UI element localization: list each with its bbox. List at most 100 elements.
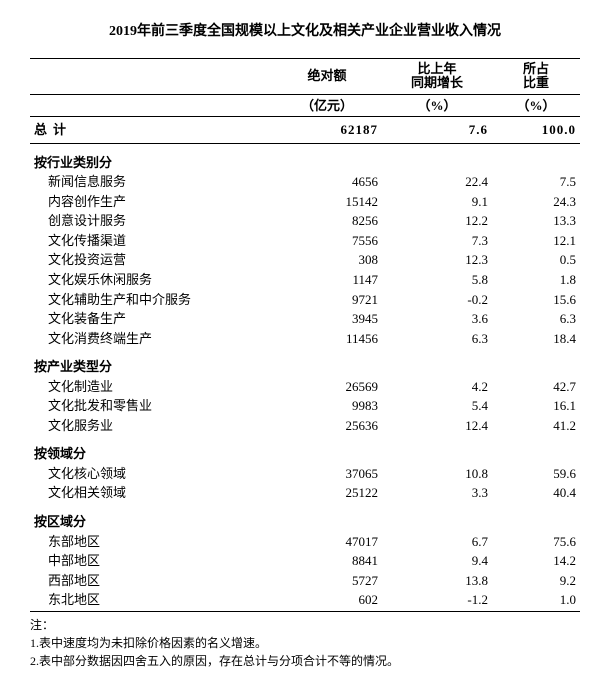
row-v2: 9.1 [382, 192, 492, 212]
table-row: 文化消费终端生产114566.318.4 [30, 329, 580, 349]
row-v3: 1.8 [492, 270, 580, 290]
section-name: 按行业类别分 [30, 143, 580, 172]
row-v3: 7.5 [492, 172, 580, 192]
row-v1: 25122 [272, 483, 382, 503]
section-name: 按产业类型分 [30, 348, 580, 377]
section-header: 按行业类别分 [30, 143, 580, 172]
row-v1: 9721 [272, 290, 382, 310]
row-v2: 12.2 [382, 211, 492, 231]
row-v1: 8841 [272, 551, 382, 571]
row-v2: 22.4 [382, 172, 492, 192]
row-v1: 5727 [272, 571, 382, 591]
section-header: 按领域分 [30, 435, 580, 464]
row-v1: 47017 [272, 532, 382, 552]
row-label: 文化服务业 [30, 416, 272, 436]
table-row: 文化相关领域251223.340.4 [30, 483, 580, 503]
row-v1: 9983 [272, 396, 382, 416]
table-row: 文化制造业265694.242.7 [30, 377, 580, 397]
row-v3: 14.2 [492, 551, 580, 571]
row-v2: -1.2 [382, 590, 492, 611]
total-row: 总计 62187 7.6 100.0 [30, 117, 580, 144]
table-header: 绝对额 比上年同期增长 所占比重 （亿元） （%） （%） [30, 59, 580, 117]
row-v2: 10.8 [382, 464, 492, 484]
row-label: 西部地区 [30, 571, 272, 591]
row-label: 中部地区 [30, 551, 272, 571]
row-v3: 18.4 [492, 329, 580, 349]
row-v3: 1.0 [492, 590, 580, 611]
table-row: 文化服务业2563612.441.2 [30, 416, 580, 436]
row-v1: 26569 [272, 377, 382, 397]
total-label: 总计 [30, 117, 272, 144]
header-growth: 比上年同期增长 [382, 59, 492, 95]
row-v2: 12.4 [382, 416, 492, 436]
header-share: 所占比重 [492, 59, 580, 95]
row-label: 文化传播渠道 [30, 231, 272, 251]
row-v3: 75.6 [492, 532, 580, 552]
row-v3: 24.3 [492, 192, 580, 212]
row-v3: 16.1 [492, 396, 580, 416]
table-row: 东部地区470176.775.6 [30, 532, 580, 552]
row-label: 文化娱乐休闲服务 [30, 270, 272, 290]
row-v1: 1147 [272, 270, 382, 290]
header-absolute: 绝对额 [272, 59, 382, 95]
section-header: 按区域分 [30, 503, 580, 532]
row-v2: 5.8 [382, 270, 492, 290]
row-v2: 7.3 [382, 231, 492, 251]
row-v3: 13.3 [492, 211, 580, 231]
page-title: 2019年前三季度全国规模以上文化及相关产业企业营业收入情况 [30, 20, 580, 40]
subheader-unit-yi: （亿元） [272, 94, 382, 117]
row-v1: 11456 [272, 329, 382, 349]
footnote-1: 1.表中速度均为未扣除价格因素的名义增速。 [30, 634, 580, 652]
table-row: 内容创作生产151429.124.3 [30, 192, 580, 212]
row-label: 文化装备生产 [30, 309, 272, 329]
total-v1: 62187 [272, 117, 382, 144]
row-label: 东北地区 [30, 590, 272, 611]
row-v3: 40.4 [492, 483, 580, 503]
row-v3: 12.1 [492, 231, 580, 251]
row-v2: 13.8 [382, 571, 492, 591]
table-row: 文化装备生产39453.66.3 [30, 309, 580, 329]
footnote-2: 2.表中部分数据因四舍五入的原因，存在总计与分项合计不等的情况。 [30, 652, 580, 670]
row-v2: 5.4 [382, 396, 492, 416]
row-label: 东部地区 [30, 532, 272, 552]
total-v3: 100.0 [492, 117, 580, 144]
subheader-blank [30, 94, 272, 117]
subheader-unit-pct1: （%） [382, 94, 492, 117]
table-row: 创意设计服务825612.213.3 [30, 211, 580, 231]
row-v1: 37065 [272, 464, 382, 484]
table-row: 文化传播渠道75567.312.1 [30, 231, 580, 251]
row-v1: 308 [272, 250, 382, 270]
row-label: 文化相关领域 [30, 483, 272, 503]
table-row: 文化投资运营30812.30.5 [30, 250, 580, 270]
table-row: 中部地区88419.414.2 [30, 551, 580, 571]
total-v2: 7.6 [382, 117, 492, 144]
table-row: 文化核心领域3706510.859.6 [30, 464, 580, 484]
row-label: 文化消费终端生产 [30, 329, 272, 349]
header-blank [30, 59, 272, 95]
row-label: 文化核心领域 [30, 464, 272, 484]
row-v3: 6.3 [492, 309, 580, 329]
row-v1: 3945 [272, 309, 382, 329]
subheader-unit-pct2: （%） [492, 94, 580, 117]
row-v1: 4656 [272, 172, 382, 192]
table-row: 文化批发和零售业99835.416.1 [30, 396, 580, 416]
table-row: 西部地区572713.89.2 [30, 571, 580, 591]
row-v3: 0.5 [492, 250, 580, 270]
row-v3: 41.2 [492, 416, 580, 436]
row-label: 文化批发和零售业 [30, 396, 272, 416]
row-label: 新闻信息服务 [30, 172, 272, 192]
row-v3: 15.6 [492, 290, 580, 310]
footnote-head: 注： [30, 616, 580, 634]
data-table: 绝对额 比上年同期增长 所占比重 （亿元） （%） （%） 总计 62187 7… [30, 58, 580, 612]
row-v2: 4.2 [382, 377, 492, 397]
row-v2: 6.3 [382, 329, 492, 349]
row-v1: 7556 [272, 231, 382, 251]
row-label: 文化投资运营 [30, 250, 272, 270]
row-v2: 9.4 [382, 551, 492, 571]
section-name: 按区域分 [30, 503, 580, 532]
row-v2: 3.6 [382, 309, 492, 329]
row-label: 内容创作生产 [30, 192, 272, 212]
row-v2: 6.7 [382, 532, 492, 552]
table-row: 文化娱乐休闲服务11475.81.8 [30, 270, 580, 290]
row-v1: 602 [272, 590, 382, 611]
